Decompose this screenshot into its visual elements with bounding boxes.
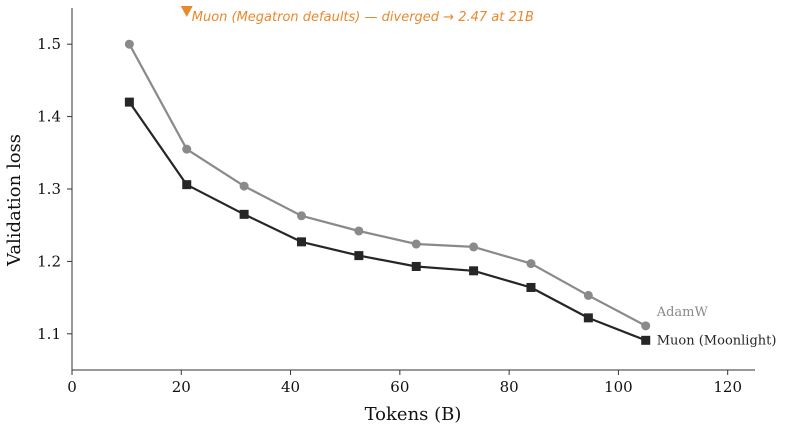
y-tick-label: 1.5	[37, 35, 61, 53]
y-axis-title: Validation loss	[4, 134, 25, 267]
series-line	[128, 101, 647, 342]
y-ticks: 1.1 1.2 1.3 1.4 1.5	[37, 35, 72, 343]
series-label: Muon (Moonlight)	[657, 333, 777, 348]
series-muon-moonlight: Muon (Moonlight)	[124, 97, 777, 348]
diverged-annotation: Muon (Megatron defaults) — diverged → 2.…	[192, 10, 534, 25]
data-point	[124, 97, 134, 107]
annotation: Muon (Megatron defaults) — diverged → 2.…	[180, 6, 534, 25]
data-point	[182, 180, 192, 190]
x-ticks: 0 20 40 60 80 100 120	[67, 370, 742, 396]
x-axis: 0 20 40 60 80 100 120 Tokens (B)	[67, 369, 755, 425]
x-tick-label: 80	[500, 378, 519, 396]
data-point	[296, 211, 306, 221]
x-tick-label: 120	[713, 378, 742, 396]
series-label: AdamW	[656, 305, 709, 320]
x-tick-label: 0	[67, 378, 77, 396]
data-point	[641, 335, 651, 345]
x-tick-label: 20	[172, 378, 191, 396]
data-point	[182, 144, 192, 154]
plot-series: AdamW Muon (Moonlight)	[124, 39, 777, 348]
data-point	[411, 239, 421, 249]
data-point	[354, 251, 364, 261]
y-tick-label: 1.3	[37, 180, 61, 198]
data-point	[583, 313, 593, 323]
data-point	[583, 290, 593, 300]
y-tick-label: 1.2	[37, 252, 61, 270]
x-tick-label: 40	[281, 378, 300, 396]
data-point	[239, 209, 249, 219]
x-axis-title: Tokens (B)	[365, 404, 462, 425]
data-point	[526, 259, 536, 269]
data-point	[411, 261, 421, 271]
data-point	[296, 237, 306, 247]
data-point	[526, 282, 536, 292]
y-tick-label: 1.1	[37, 325, 61, 343]
x-tick-label: 60	[390, 378, 409, 396]
x-tick-label: 100	[604, 378, 633, 396]
data-point	[469, 266, 479, 276]
data-point	[354, 226, 364, 236]
data-point	[239, 181, 249, 191]
data-point	[469, 242, 479, 252]
series-adamw: AdamW	[124, 39, 709, 331]
y-tick-label: 1.4	[37, 108, 61, 126]
data-point	[124, 39, 134, 49]
diverged-marker	[180, 6, 193, 17]
y-axis: 1.1 1.2 1.3 1.4 1.5 Validation loss	[4, 8, 73, 370]
data-point	[641, 321, 651, 331]
series-line	[128, 43, 647, 327]
